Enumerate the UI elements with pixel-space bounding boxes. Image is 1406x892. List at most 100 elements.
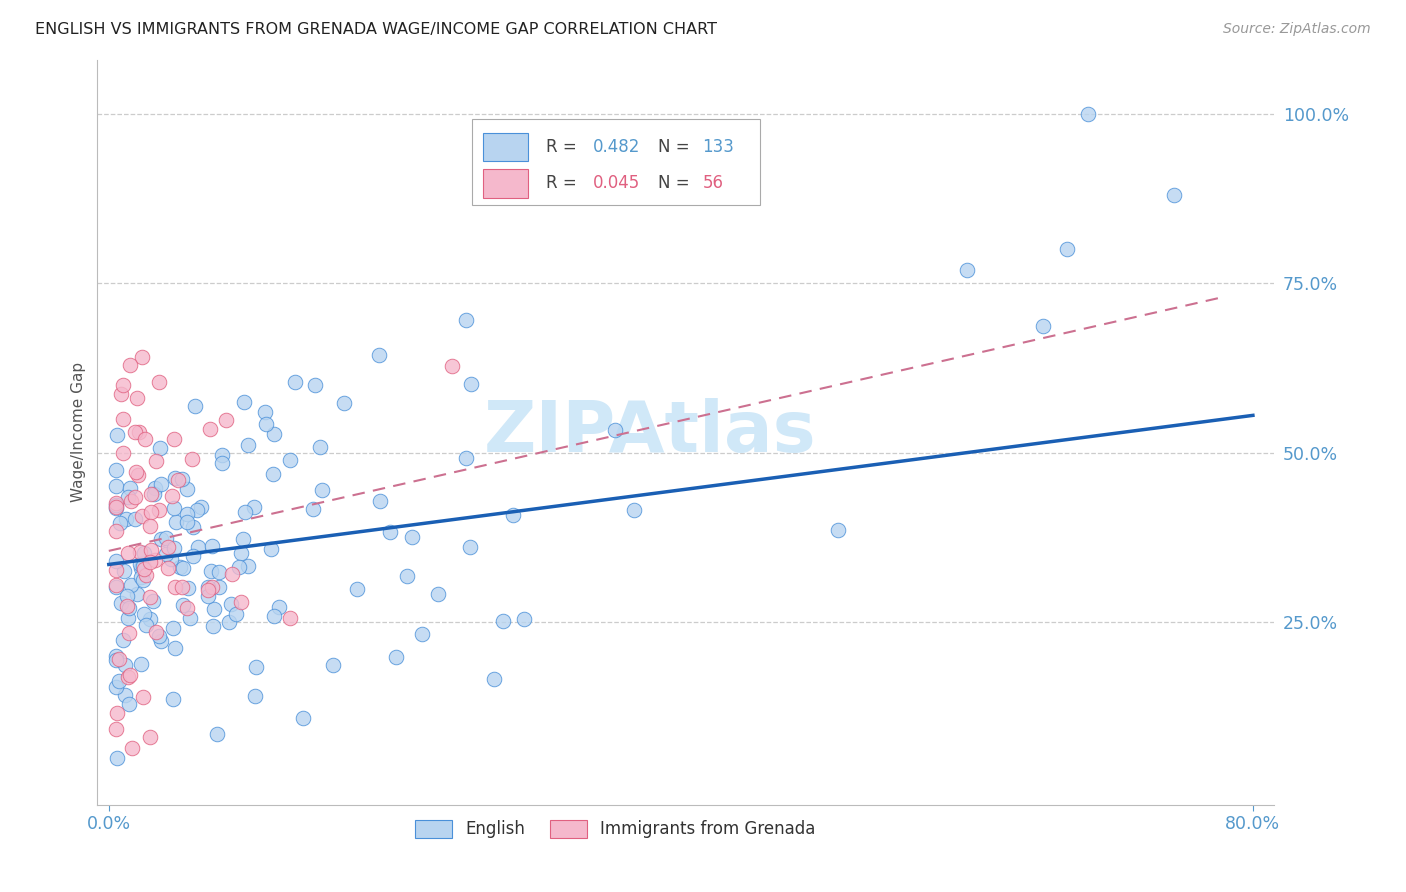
Point bbox=[302, 501, 325, 516]
Point bbox=[176, 515, 198, 529]
Point bbox=[120, 481, 142, 495]
Point bbox=[149, 477, 172, 491]
Point bbox=[131, 556, 153, 570]
Point bbox=[120, 494, 142, 508]
Point bbox=[129, 657, 152, 671]
Point bbox=[135, 568, 157, 582]
Text: ENGLISH VS IMMIGRANTS FROM GRENADA WAGE/INCOME GAP CORRELATION CHART: ENGLISH VS IMMIGRANTS FROM GRENADA WAGE/… bbox=[35, 22, 717, 37]
Point bbox=[139, 504, 162, 518]
Point bbox=[118, 697, 141, 711]
Point bbox=[139, 555, 162, 569]
Point bbox=[197, 580, 219, 594]
Point bbox=[165, 515, 187, 529]
Point bbox=[229, 594, 252, 608]
Point bbox=[149, 441, 172, 455]
Point bbox=[149, 532, 172, 546]
Point bbox=[219, 597, 242, 611]
FancyBboxPatch shape bbox=[484, 133, 529, 161]
Point bbox=[162, 622, 184, 636]
Point bbox=[166, 474, 188, 488]
Point bbox=[170, 580, 193, 594]
Point bbox=[117, 545, 139, 559]
Point bbox=[292, 711, 315, 725]
Point bbox=[132, 562, 155, 576]
Point bbox=[262, 467, 284, 481]
Point bbox=[134, 546, 156, 560]
Point bbox=[197, 582, 219, 597]
Point bbox=[110, 516, 132, 531]
Point bbox=[159, 552, 181, 566]
Point bbox=[156, 540, 179, 554]
Point bbox=[172, 599, 194, 613]
Point bbox=[385, 650, 408, 665]
Point bbox=[117, 599, 139, 614]
Point bbox=[127, 392, 149, 406]
Point bbox=[225, 607, 247, 621]
Point bbox=[163, 581, 186, 595]
Point bbox=[105, 750, 128, 764]
Point bbox=[176, 600, 198, 615]
Point bbox=[232, 532, 254, 546]
Point bbox=[201, 539, 224, 553]
Point bbox=[456, 450, 478, 465]
Point bbox=[104, 500, 127, 514]
Point bbox=[278, 453, 301, 467]
Point bbox=[112, 564, 135, 578]
Point bbox=[322, 657, 344, 672]
Text: ZIPAtlas: ZIPAtlas bbox=[484, 398, 817, 467]
Point bbox=[179, 610, 201, 624]
Point bbox=[346, 582, 368, 596]
Point bbox=[184, 399, 207, 413]
Point bbox=[112, 445, 135, 459]
Point bbox=[112, 411, 135, 425]
Point bbox=[132, 559, 155, 574]
Point bbox=[142, 487, 165, 501]
Point bbox=[308, 440, 330, 454]
Point bbox=[110, 387, 132, 401]
Point bbox=[148, 629, 170, 643]
Point bbox=[104, 680, 127, 694]
Point bbox=[214, 413, 236, 427]
Point bbox=[145, 625, 167, 640]
Point bbox=[165, 471, 187, 485]
FancyBboxPatch shape bbox=[484, 169, 529, 197]
Point bbox=[200, 564, 222, 578]
Point bbox=[128, 558, 150, 572]
Point bbox=[104, 653, 127, 667]
Point bbox=[267, 599, 290, 614]
Point bbox=[105, 706, 128, 720]
Point bbox=[211, 456, 233, 470]
Point bbox=[104, 524, 127, 538]
Point bbox=[202, 602, 225, 616]
Text: 133: 133 bbox=[703, 137, 734, 156]
Point bbox=[110, 596, 132, 610]
Point bbox=[125, 587, 148, 601]
Point bbox=[208, 580, 231, 594]
Point bbox=[1163, 188, 1185, 202]
Point bbox=[127, 468, 149, 483]
Point bbox=[186, 503, 208, 517]
Point bbox=[117, 600, 139, 615]
Point bbox=[129, 570, 152, 584]
Point bbox=[155, 547, 177, 561]
Point bbox=[205, 727, 228, 741]
Point bbox=[201, 619, 224, 633]
Text: 56: 56 bbox=[703, 174, 723, 193]
Point bbox=[177, 581, 200, 595]
Point bbox=[114, 512, 136, 526]
Point bbox=[454, 312, 477, 326]
Point bbox=[201, 580, 224, 594]
Point bbox=[104, 462, 127, 476]
Point bbox=[131, 690, 153, 705]
Point bbox=[235, 506, 257, 520]
Point bbox=[176, 483, 198, 497]
Point bbox=[134, 432, 156, 446]
Point bbox=[284, 375, 307, 389]
Point bbox=[142, 594, 165, 608]
Point bbox=[460, 376, 482, 391]
Point bbox=[117, 490, 139, 504]
Point bbox=[395, 569, 418, 583]
Point bbox=[245, 660, 267, 674]
Point bbox=[160, 489, 183, 503]
Point bbox=[104, 722, 127, 736]
